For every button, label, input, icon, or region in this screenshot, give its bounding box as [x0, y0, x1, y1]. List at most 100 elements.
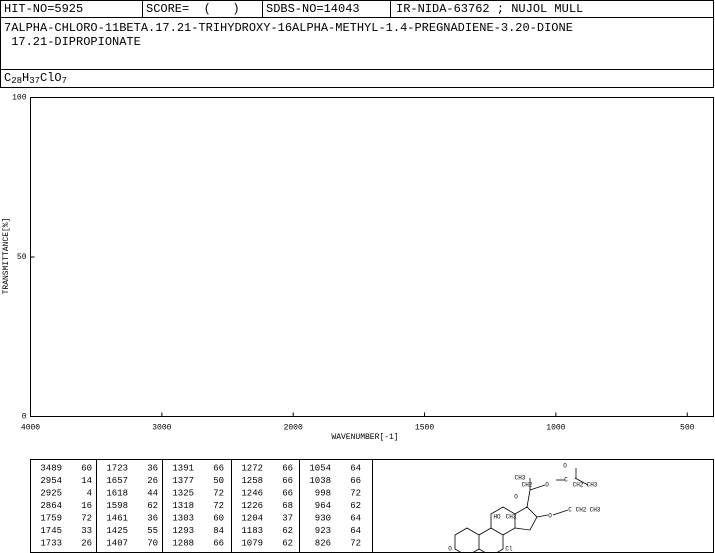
peak-transmittance: 72	[81, 513, 92, 523]
structure-label: O	[545, 482, 549, 489]
peak-wavenumber: 1272	[241, 463, 263, 473]
peak-wavenumber: 2954	[40, 476, 62, 486]
peak-transmittance: 26	[81, 538, 92, 548]
peak-wavenumber: 1054	[309, 463, 331, 473]
peak-wavenumber: 1407	[106, 538, 128, 548]
y-tick-label: 0	[22, 413, 27, 422]
peak-wavenumber: 3489	[40, 463, 62, 473]
structure-label: Cl	[505, 546, 513, 553]
peak-transmittance: 64	[350, 463, 361, 473]
peak-transmittance: 44	[147, 488, 158, 498]
peak-transmittance: 62	[147, 501, 158, 511]
peak-wavenumber: 1723	[106, 463, 128, 473]
peak-wavenumber: 998	[315, 488, 331, 498]
structure	[454, 468, 589, 553]
peak-wavenumber: 1288	[172, 538, 194, 548]
peak-wavenumber: 1391	[172, 463, 194, 473]
structure-label: O	[548, 513, 552, 520]
structure-label: O	[563, 463, 567, 470]
peak-transmittance: 4	[87, 488, 92, 498]
peak-wavenumber: 1258	[241, 476, 263, 486]
score: SCORE= ( )	[146, 2, 240, 16]
x-tick-label: 500	[680, 424, 695, 433]
peak-transmittance: 66	[213, 463, 224, 473]
peak-wavenumber: 1303	[172, 513, 194, 523]
peak-wavenumber: 923	[315, 526, 331, 536]
peak-transmittance: 62	[350, 501, 361, 511]
peak-wavenumber: 1733	[40, 538, 62, 548]
peak-wavenumber: 1745	[40, 526, 62, 536]
peak-wavenumber: 1226	[241, 501, 263, 511]
peak-wavenumber: 826	[315, 538, 331, 548]
y-tick-label: 50	[17, 253, 27, 262]
peak-wavenumber: 1183	[241, 526, 263, 536]
peak-transmittance: 36	[147, 463, 158, 473]
peak-wavenumber: 2864	[40, 501, 62, 511]
peak-transmittance: 72	[213, 488, 224, 498]
x-tick-label: 4000	[21, 424, 40, 433]
x-tick-label: 3000	[152, 424, 171, 433]
peak-wavenumber: 1318	[172, 501, 194, 511]
peak-wavenumber: 2925	[40, 488, 62, 498]
peak-transmittance: 26	[147, 476, 158, 486]
peak-wavenumber: 1325	[172, 488, 194, 498]
peak-transmittance: 36	[147, 513, 158, 523]
structure-label: CH3	[587, 482, 598, 489]
peak-wavenumber: 1461	[106, 513, 128, 523]
peak-wavenumber: 1038	[309, 476, 331, 486]
peak-wavenumber: 1204	[241, 513, 263, 523]
peak-wavenumber: 1657	[106, 476, 128, 486]
formula: C28H37ClO7	[4, 71, 67, 86]
peak-transmittance: 84	[213, 526, 224, 536]
peak-wavenumber: 1618	[106, 488, 128, 498]
peak-wavenumber: 1246	[241, 488, 263, 498]
peak-wavenumber: 1079	[241, 538, 263, 548]
y-tick-label: 100	[12, 94, 27, 103]
x-tick-label: 2000	[284, 424, 303, 433]
peak-transmittance: 55	[147, 526, 158, 536]
peak-transmittance: 66	[282, 463, 293, 473]
structure-label: CH2	[576, 507, 587, 514]
x-tick-label: 1500	[415, 424, 434, 433]
peak-transmittance: 68	[282, 501, 293, 511]
peak-transmittance: 62	[282, 526, 293, 536]
hit-no: HIT-NO=5925	[4, 2, 83, 16]
y-axis-label: TRANSMITTANCE[%]	[2, 218, 11, 295]
structure-label: O	[514, 494, 518, 501]
structure-label: O	[448, 546, 452, 553]
source: IR-NIDA-63762 ; NUJOL MULL	[396, 2, 583, 16]
structure-label: CH3	[590, 507, 601, 514]
peak-transmittance: 72	[213, 501, 224, 511]
sdbs-no: SDBS-NO=14043	[266, 2, 360, 16]
compound-name: 17.21-DIPROPIONATE	[4, 35, 141, 49]
peak-wavenumber: 1598	[106, 501, 128, 511]
structure-label: HO	[493, 514, 501, 521]
peak-transmittance: 14	[81, 476, 92, 486]
structure-label: CH3	[506, 514, 517, 521]
peak-transmittance: 72	[350, 538, 361, 548]
structure-label: CH2	[573, 482, 584, 489]
peak-wavenumber: 964	[315, 501, 331, 511]
peak-transmittance: 66	[213, 538, 224, 548]
peak-transmittance: 50	[213, 476, 224, 486]
x-axis-label: WAVENUMBER[-1]	[331, 433, 398, 442]
peak-transmittance: 70	[147, 538, 158, 548]
peak-transmittance: 37	[282, 513, 293, 523]
peak-wavenumber: 930	[315, 513, 331, 523]
peak-wavenumber: 1759	[40, 513, 62, 523]
peak-transmittance: 64	[350, 526, 361, 536]
peak-wavenumber: 1293	[172, 526, 194, 536]
peak-transmittance: 64	[350, 513, 361, 523]
compound-name: 7ALPHA-CHLORO-11BETA.17.21-TRIHYDROXY-16…	[4, 21, 573, 35]
peak-transmittance: 72	[350, 488, 361, 498]
structure-label: CH3	[515, 475, 526, 482]
peak-transmittance: 62	[282, 538, 293, 548]
structure-label: C	[564, 477, 568, 484]
peak-wavenumber: 1377	[172, 476, 194, 486]
peak-transmittance: 33	[81, 526, 92, 536]
structure-label: CH2	[522, 482, 533, 489]
peak-transmittance: 66	[282, 488, 293, 498]
